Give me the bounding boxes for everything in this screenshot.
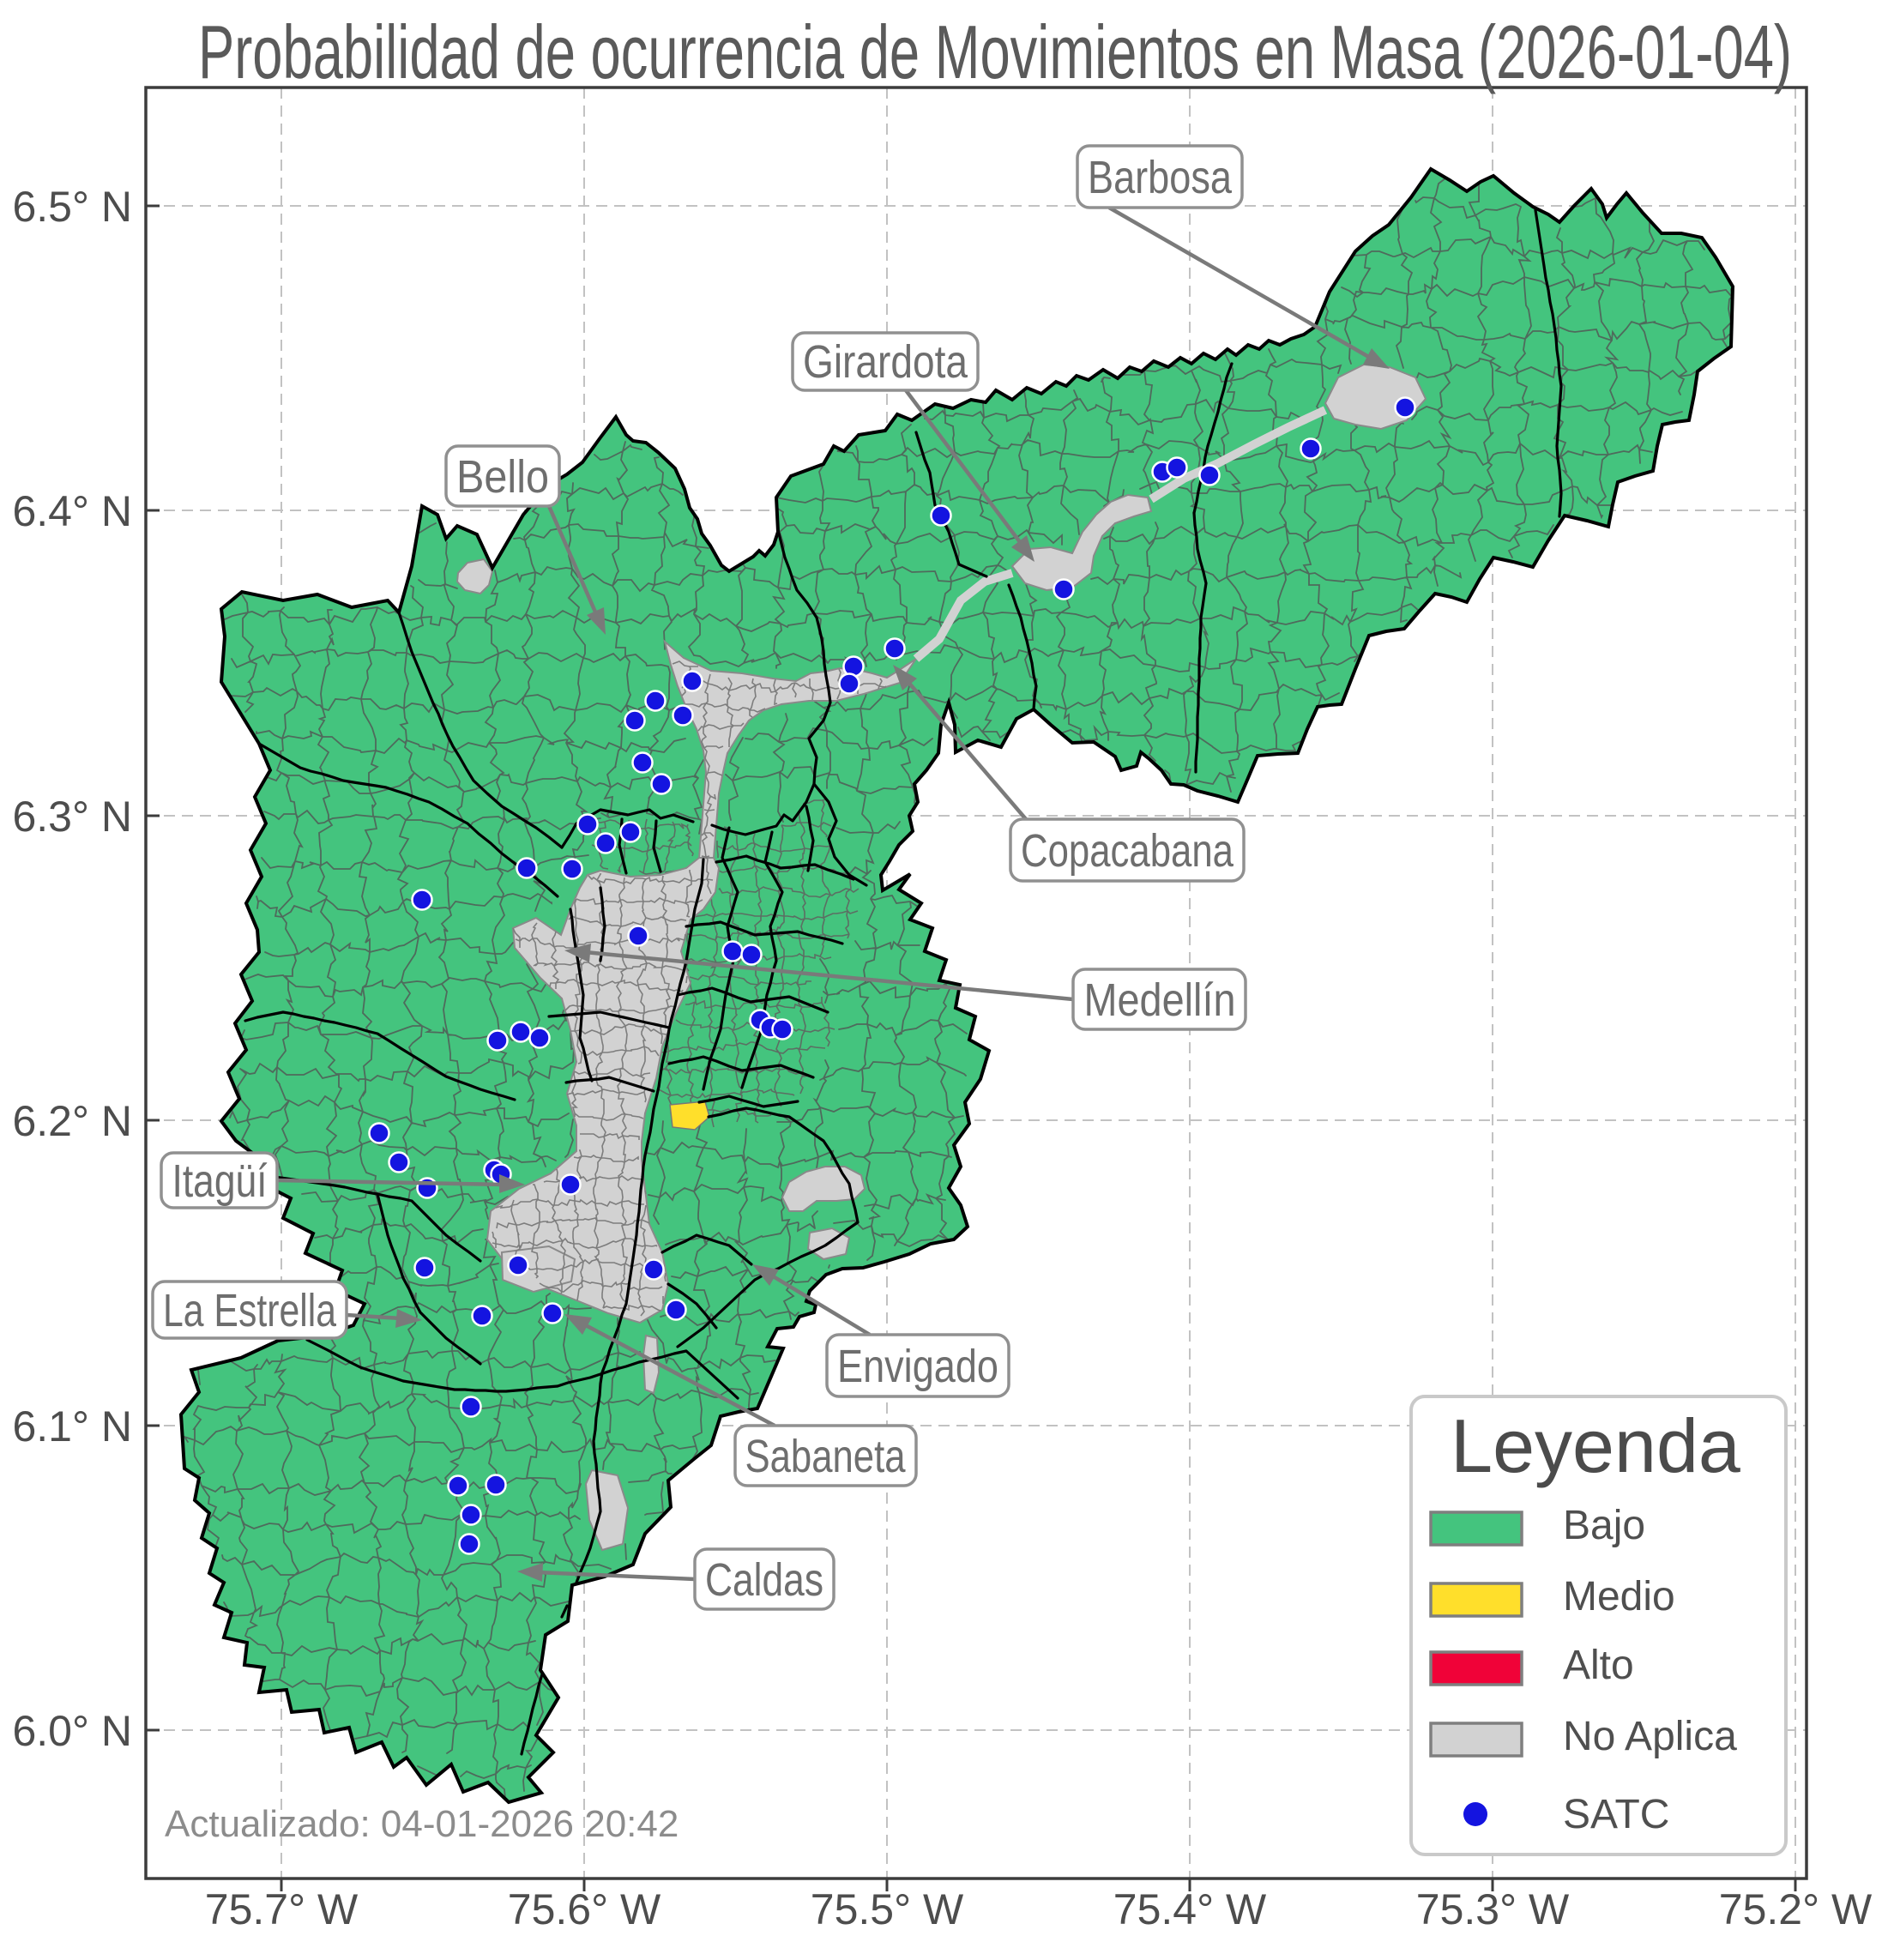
svg-text:Copacabana: Copacabana xyxy=(1021,825,1234,877)
svg-text:Alto: Alto xyxy=(1563,1643,1634,1688)
svg-text:Probabilidad de ocurrencia de: Probabilidad de ocurrencia de Movimiento… xyxy=(198,9,1792,94)
svg-text:75.6° W: 75.6° W xyxy=(508,1885,661,1933)
svg-text:Envigado: Envigado xyxy=(837,1341,998,1392)
svg-text:Barbosa: Barbosa xyxy=(1088,152,1233,203)
svg-text:Bajo: Bajo xyxy=(1563,1503,1645,1548)
svg-text:6.2° N: 6.2° N xyxy=(12,1097,132,1145)
svg-text:6.1° N: 6.1° N xyxy=(12,1402,132,1450)
svg-text:La Estrella: La Estrella xyxy=(163,1285,337,1336)
svg-text:Medio: Medio xyxy=(1563,1574,1675,1619)
svg-text:75.4° W: 75.4° W xyxy=(1113,1885,1267,1933)
svg-text:Sabaneta: Sabaneta xyxy=(745,1431,907,1482)
svg-text:Bello: Bello xyxy=(456,451,549,503)
svg-text:6.3° N: 6.3° N xyxy=(12,793,132,841)
svg-text:Girardota: Girardota xyxy=(803,336,968,388)
svg-text:6.0° N: 6.0° N xyxy=(12,1707,132,1755)
svg-text:75.7° W: 75.7° W xyxy=(205,1885,359,1933)
svg-text:Medellín: Medellín xyxy=(1084,974,1236,1026)
svg-text:Leyenda: Leyenda xyxy=(1451,1403,1740,1488)
svg-text:75.3° W: 75.3° W xyxy=(1416,1885,1570,1933)
svg-text:Caldas: Caldas xyxy=(705,1554,823,1606)
svg-text:Actualizado: 04-01-2026 20:42: Actualizado: 04-01-2026 20:42 xyxy=(165,1803,679,1845)
svg-text:No Aplica: No Aplica xyxy=(1563,1714,1737,1759)
svg-text:6.4° N: 6.4° N xyxy=(12,487,132,535)
svg-text:Itagüí: Itagüí xyxy=(172,1155,268,1207)
svg-text:75.5° W: 75.5° W xyxy=(811,1885,964,1933)
svg-text:SATC: SATC xyxy=(1563,1792,1669,1837)
svg-text:6.5° N: 6.5° N xyxy=(12,183,132,231)
svg-text:75.2° W: 75.2° W xyxy=(1719,1885,1873,1933)
